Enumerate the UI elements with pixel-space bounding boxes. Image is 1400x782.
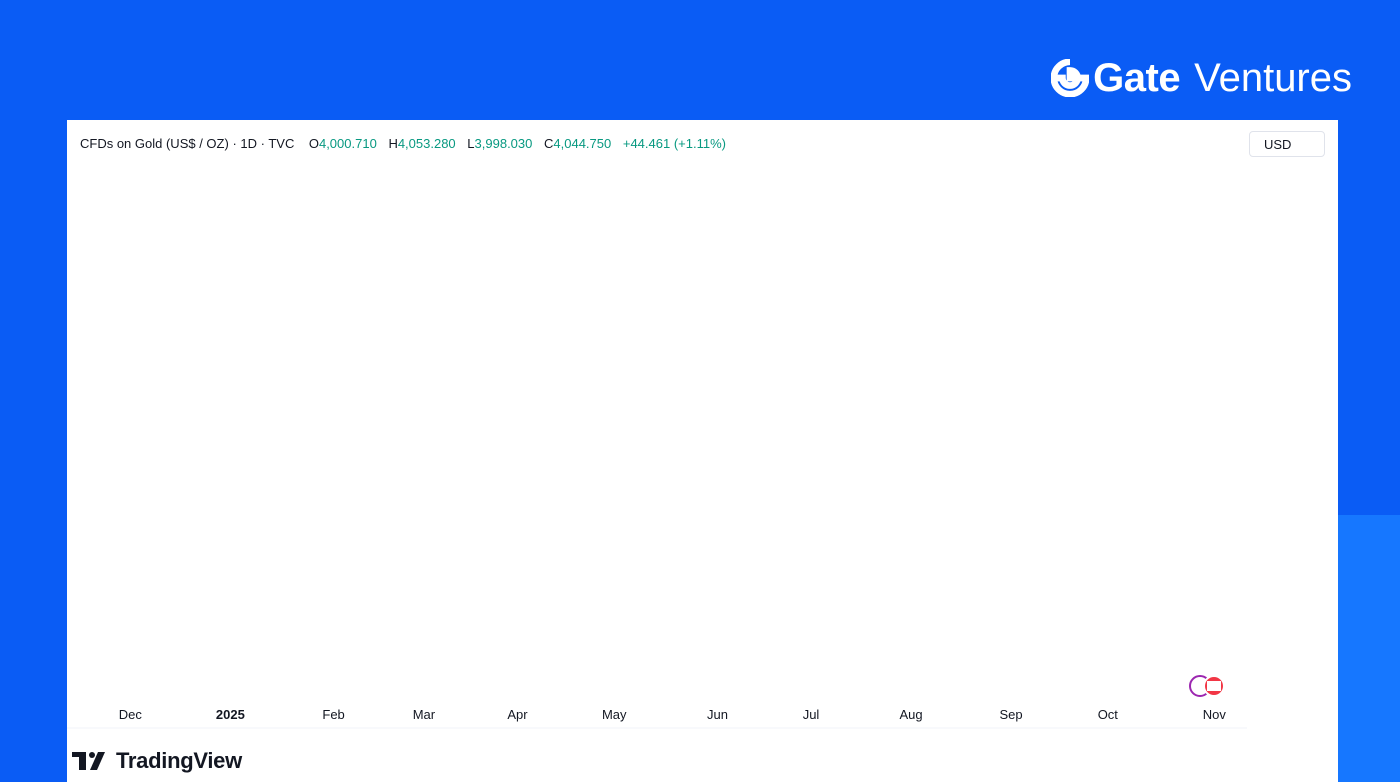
chart-panel: 2,485.0002,585.0002,685.0002,810.0002,93… (67, 120, 1338, 782)
logo-subtitle: Ventures (1194, 55, 1352, 100)
us-flag-event-detail (1207, 681, 1221, 691)
close-value: 4,044.750 (553, 136, 612, 151)
high-value: 4,053.280 (397, 136, 456, 151)
low-value: 3,998.030 (474, 136, 533, 151)
symbol-header: CFDs on Gold (US$ / OZ) · 1D · TVC O4,00… (80, 136, 726, 151)
open-label: O (308, 136, 319, 151)
candlestick-chart[interactable]: 2,485.0002,585.0002,685.0002,810.0002,93… (67, 120, 1338, 782)
change-value: +44.461 (+1.11%) (622, 136, 726, 151)
interval-label[interactable]: 1D (240, 136, 258, 151)
tradingview-logo-icon (72, 752, 105, 770)
x-tick-label: Oct (1098, 707, 1119, 722)
symbol-name[interactable]: CFDs on Gold (US$ / OZ) (80, 136, 229, 151)
x-tick-label: May (602, 707, 627, 722)
open-value: 4,000.710 (318, 136, 377, 151)
x-tick-label: Nov (1203, 707, 1227, 722)
x-tick-label: Mar (413, 707, 436, 722)
currency-button[interactable]: USD (1249, 131, 1325, 157)
gate-ventures-logo: Gate Ventures (1051, 56, 1352, 100)
x-tick-label: Apr (507, 707, 528, 722)
logo-wordmark: Gate (1093, 55, 1181, 100)
close-label: C (544, 136, 554, 151)
x-tick-label: Jul (803, 707, 820, 722)
gate-logo-icon (1051, 59, 1090, 97)
source-label: TVC (268, 136, 295, 151)
background-accent (1330, 515, 1400, 782)
x-tick-label: Aug (899, 707, 922, 722)
x-tick-label: 2025 (216, 707, 245, 722)
x-tick-label: Dec (119, 707, 143, 722)
x-tick-label: Feb (322, 707, 344, 722)
high-label: H (388, 136, 398, 151)
x-tick-label: Jun (707, 707, 728, 722)
x-tick-label: Sep (999, 707, 1022, 722)
tradingview-wordmark: TradingView (116, 748, 242, 773)
tradingview-footer: TradingView (72, 748, 242, 774)
low-label: L (467, 136, 475, 151)
